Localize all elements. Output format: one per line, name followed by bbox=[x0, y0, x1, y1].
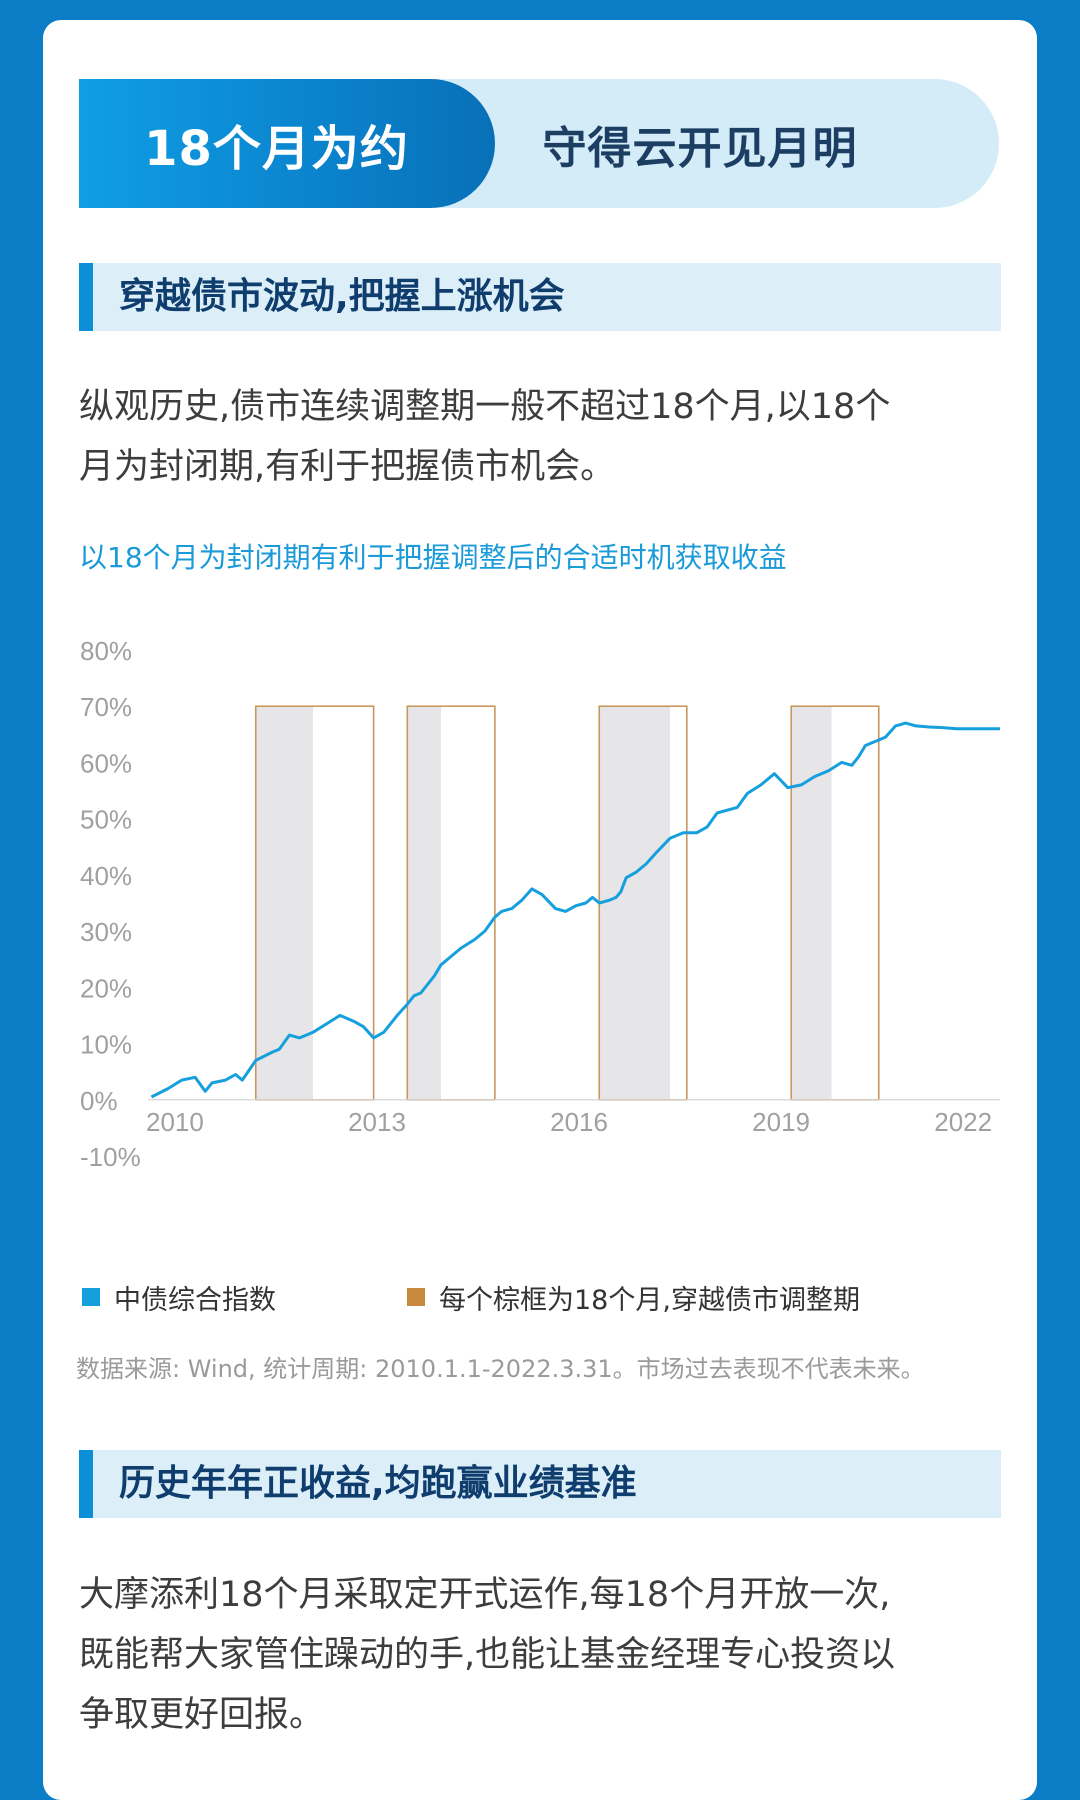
shaded-period-1 bbox=[255, 706, 314, 1100]
paragraph-line: 大摩添利18个月采取定开式运作,每18个月开放一次, bbox=[79, 1575, 891, 1615]
section2-paragraph: 大摩添利18个月采取定开式运作,每18个月开放一次, 既能帮大家管住躁动的手,也… bbox=[79, 1565, 1009, 1745]
chart-title: 以18个月为封闭期有利于把握调整后的合适时机获取收益 bbox=[79, 541, 787, 574]
section-heading-2: 历史年年正收益,均跑赢业绩基准 bbox=[79, 1450, 1001, 1518]
y-tick-label: 10% bbox=[80, 1030, 132, 1060]
header-pill-highlight bbox=[79, 79, 495, 208]
section-accent-bar bbox=[79, 263, 93, 331]
y-tick-label: -10% bbox=[80, 1142, 141, 1172]
legend-series: 中债综合指数 bbox=[82, 1277, 276, 1317]
y-tick-label: 70% bbox=[80, 692, 132, 722]
paragraph-line: 争取更好回报。 bbox=[79, 1695, 325, 1735]
legend-boxes: 每个棕框为18个月,穿越债市调整期 bbox=[407, 1277, 860, 1317]
x-tick-label: 2022 bbox=[934, 1107, 992, 1137]
legend-boxes-label: 每个棕框为18个月,穿越债市调整期 bbox=[439, 1284, 860, 1316]
series-line bbox=[150, 721, 1000, 1099]
x-tick-label: 2019 bbox=[752, 1107, 810, 1137]
legend-swatch-blue bbox=[82, 1288, 100, 1306]
y-tick-label: 50% bbox=[80, 805, 132, 835]
legend-series-label: 中债综合指数 bbox=[114, 1284, 276, 1316]
section-heading-text: 历史年年正收益,均跑赢业绩基准 bbox=[119, 1463, 637, 1504]
section-accent-bar bbox=[79, 1450, 93, 1518]
y-tick-label: 40% bbox=[80, 861, 132, 891]
y-tick-label: 60% bbox=[80, 748, 132, 778]
legend-swatch-brown bbox=[407, 1288, 425, 1306]
paragraph-line: 月为封闭期,有利于把握债市机会。 bbox=[79, 447, 616, 487]
y-tick-label: 0% bbox=[80, 1086, 118, 1116]
section1-paragraph: 纵观历史,债市连续调整期一般不超过18个月,以18个 月为封闭期,有利于把握债市… bbox=[79, 377, 1009, 497]
section-heading-1: 穿越债市波动,把握上涨机会 bbox=[79, 263, 1001, 331]
shaded-period-4 bbox=[791, 706, 832, 1100]
x-tick-label: 2010 bbox=[146, 1107, 204, 1137]
paragraph-line: 纵观历史,债市连续调整期一般不超过18个月,以18个 bbox=[79, 387, 891, 427]
y-tick-label: 80% bbox=[80, 636, 132, 666]
shaded-period-2 bbox=[407, 706, 441, 1100]
x-tick-label: 2013 bbox=[348, 1107, 406, 1137]
header-subtitle: 守得云开见月明 bbox=[542, 122, 858, 174]
shaded-period-3 bbox=[599, 706, 670, 1100]
y-tick-label: 20% bbox=[80, 973, 132, 1003]
y-tick-label: 30% bbox=[80, 917, 132, 947]
line-chart: 80% 70% 60% 50% 40% 30% 20% 10% 0% -10% 2010 2013 2… bbox=[80, 636, 1000, 1172]
x-tick-label: 2016 bbox=[550, 1107, 608, 1137]
paragraph-line: 既能帮大家管住躁动的手,也能让基金经理专心投资以 bbox=[79, 1635, 896, 1675]
section-heading-text: 穿越债市波动,把握上涨机会 bbox=[119, 276, 565, 317]
header-title: 18个月为约 bbox=[144, 120, 409, 177]
data-source-note: 数据来源: Wind, 统计周期: 2010.1.1-2022.3.31。市场过… bbox=[76, 1355, 925, 1383]
